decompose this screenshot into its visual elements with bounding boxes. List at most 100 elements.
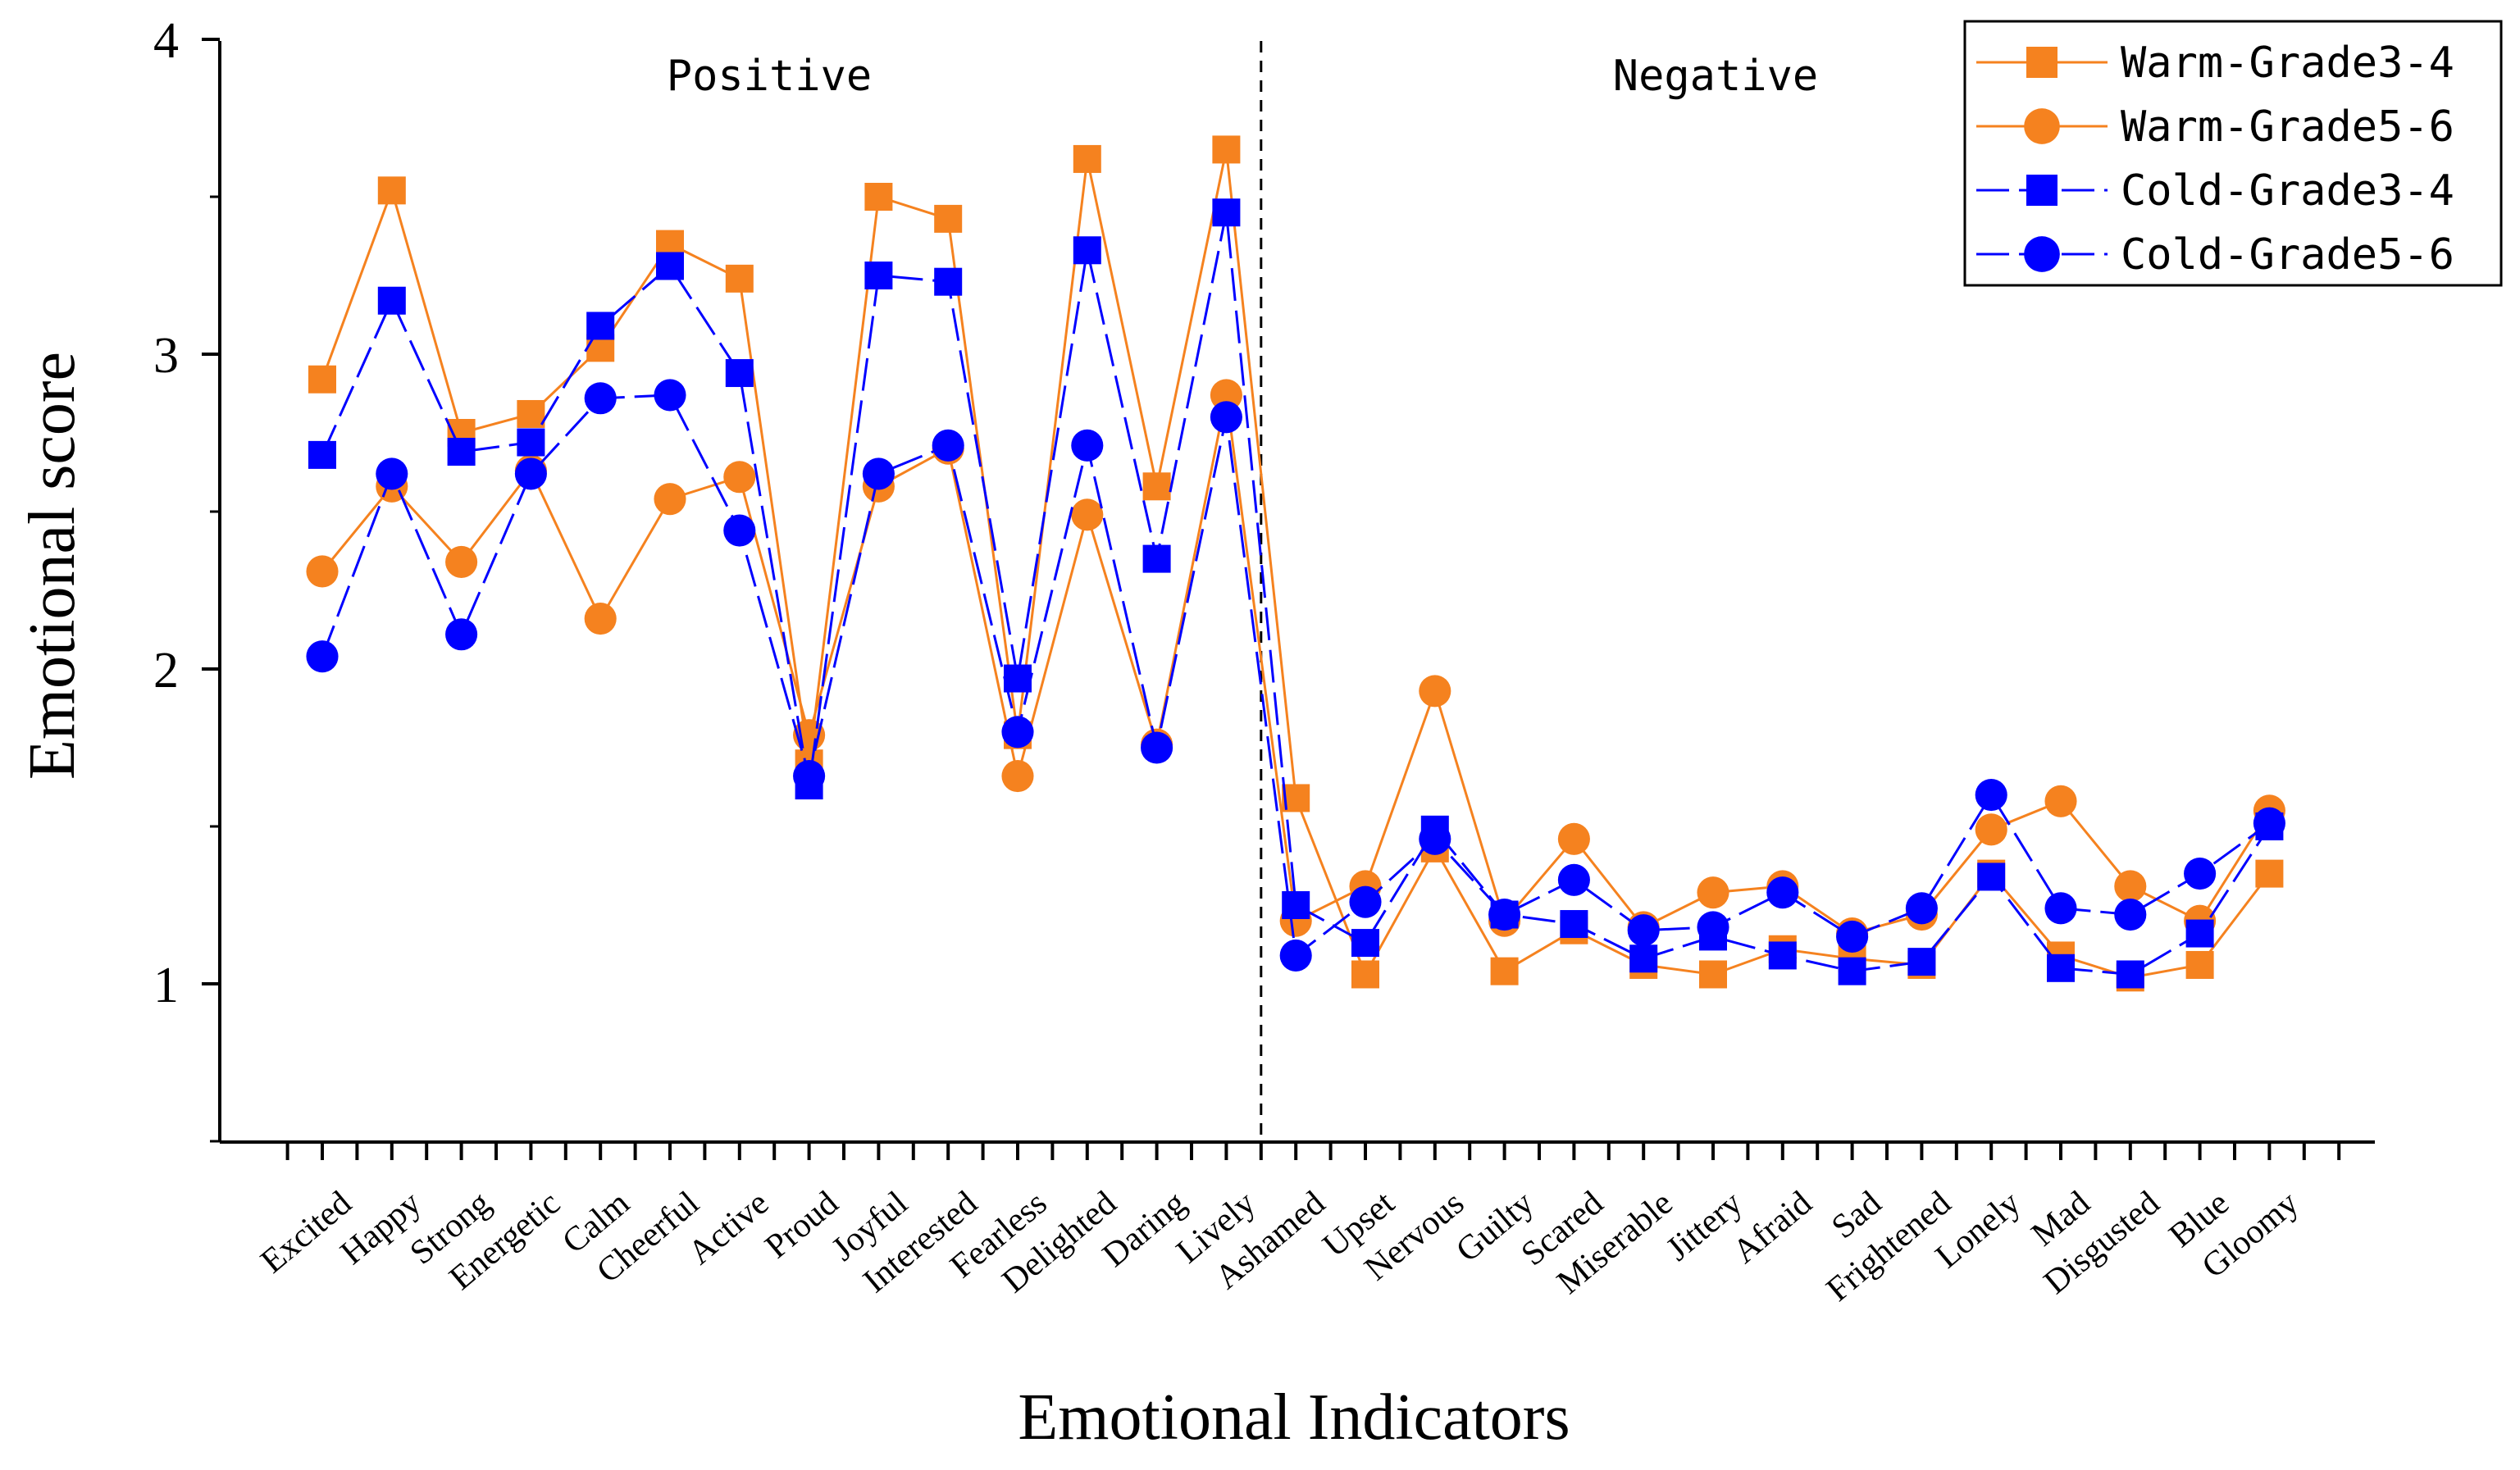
data-point (2047, 953, 2075, 982)
data-point (723, 514, 756, 547)
data-point (308, 365, 336, 394)
data-point (584, 603, 617, 635)
data-point (1557, 822, 1590, 855)
x-tick-label: Afraid (1726, 1184, 1820, 1271)
data-point (447, 438, 476, 466)
data-point (2044, 785, 2077, 817)
legend-label: Cold-Grade5-6 (2121, 230, 2454, 280)
data-point (1142, 544, 1171, 573)
series-layer (306, 135, 2285, 992)
data-point (1768, 941, 1797, 970)
data-point (654, 379, 686, 412)
data-point (586, 312, 615, 340)
data-point (1977, 862, 2006, 891)
data-point (1279, 939, 1312, 972)
data-point (1836, 920, 1869, 953)
data-point (934, 267, 963, 296)
labels-layer: Emotional Indicators Emotional score Pos… (16, 52, 1818, 1454)
x-tick-label: Active (681, 1184, 776, 1272)
y-axis-title: Emotional score (16, 352, 89, 780)
legend-label: Warm-Grade5-6 (2121, 102, 2454, 152)
data-point (2114, 898, 2147, 931)
region-label-negative: Negative (1613, 52, 1818, 101)
data-point (306, 640, 339, 673)
data-point (1699, 960, 1727, 989)
data-point (725, 264, 754, 293)
legend-entry-warm-grade3-4: Warm-Grade3-4 (1976, 39, 2454, 88)
data-point (1210, 401, 1242, 434)
data-point (308, 440, 336, 469)
data-point (1141, 731, 1173, 764)
data-point (2116, 960, 2144, 989)
data-point (1560, 910, 1588, 939)
x-tick-label: Excited (254, 1184, 359, 1281)
data-point (1351, 960, 1379, 989)
data-point (1627, 914, 1660, 947)
series-line (321, 394, 2271, 935)
data-point (1629, 944, 1658, 973)
data-point (2184, 858, 2217, 890)
y-tick-label: 4 (153, 13, 179, 69)
data-point (1975, 813, 2007, 846)
data-point (377, 176, 406, 205)
data-point (1351, 929, 1379, 958)
data-point (932, 429, 964, 462)
data-point (1212, 198, 1241, 227)
data-point (2114, 870, 2147, 903)
data-point (1419, 822, 1451, 855)
data-point (2253, 807, 2285, 840)
data-point (723, 461, 756, 494)
data-point (377, 286, 406, 315)
data-point (864, 262, 893, 289)
data-point (1071, 429, 1104, 462)
data-point (862, 457, 895, 490)
data-point (376, 457, 408, 490)
data-point (654, 483, 686, 516)
data-point (1282, 891, 1310, 919)
data-point (1212, 135, 1241, 164)
data-point (934, 204, 963, 233)
x-tick-label: Jittery (1659, 1184, 1749, 1268)
legend-label: Cold-Grade3-4 (2121, 166, 2454, 216)
data-point (517, 399, 545, 428)
legend-entry-cold-grade5-6: Cold-Grade5-6 (1976, 230, 2454, 280)
data-point (1697, 911, 1729, 944)
data-point (1001, 716, 1034, 749)
data-point (1766, 876, 1799, 909)
data-point (1071, 498, 1104, 531)
y-tick-label: 1 (153, 958, 179, 1013)
data-point (1697, 876, 1729, 909)
data-point (1490, 957, 1519, 985)
legend-marker (2026, 175, 2057, 206)
data-point (725, 359, 754, 388)
region-label-positive: Positive (667, 52, 872, 101)
data-point (864, 183, 893, 211)
y-tick-label: 2 (153, 643, 179, 699)
legend-marker (2026, 47, 2057, 78)
data-point (1905, 892, 1938, 925)
legend-entry-cold-grade3-4: Cold-Grade3-4 (1976, 166, 2454, 216)
data-point (1907, 948, 1936, 976)
data-point (1419, 675, 1451, 708)
data-point (2185, 919, 2214, 948)
data-point (1142, 472, 1171, 501)
data-point (2255, 859, 2284, 888)
data-point (1975, 779, 2007, 812)
data-point (2044, 892, 2077, 925)
data-point (445, 545, 478, 578)
data-point (445, 618, 478, 651)
legend: Warm-Grade3-4 Warm-Grade5-6 Cold-Grade3-4 C… (1963, 20, 2503, 287)
series-cold-grade5-6 (306, 379, 2285, 972)
data-point (1073, 144, 1101, 173)
data-point (1838, 957, 1866, 985)
data-point (514, 457, 547, 490)
data-point (793, 760, 826, 793)
data-point (517, 428, 545, 457)
y-tick-label: 3 (153, 328, 179, 384)
data-point (306, 555, 339, 588)
data-point (1557, 863, 1590, 896)
legend-marker (2024, 236, 2060, 272)
data-point (1001, 760, 1034, 793)
data-point (1073, 236, 1101, 265)
legend-label: Warm-Grade3-4 (2121, 39, 2454, 88)
